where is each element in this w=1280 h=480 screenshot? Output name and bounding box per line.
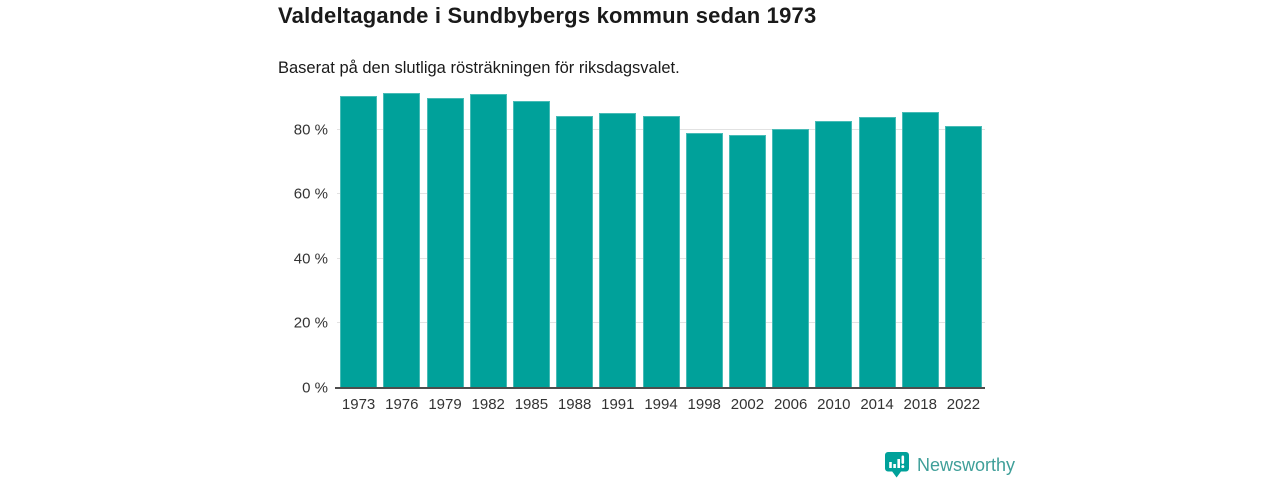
bar-1979: [426, 97, 464, 388]
bar-column-2018: [899, 65, 942, 388]
bar-column-1985: [510, 65, 553, 388]
bar-2006: [772, 128, 810, 388]
bar-2018: [901, 112, 939, 388]
bar-1982: [469, 94, 507, 388]
x-tick-label-1998: 1998: [687, 396, 721, 413]
x-tick-label-2002: 2002: [730, 396, 765, 413]
x-tick-label-2014: 2014: [860, 396, 894, 413]
y-tick-label-20: 20 %: [293, 314, 328, 332]
bar-1988: [556, 116, 594, 388]
bar-column-1998: [683, 65, 726, 388]
bar-column-1994: [639, 65, 682, 388]
bar-2010: [815, 121, 853, 388]
bar-column-1982: [467, 65, 510, 388]
x-tick-label-1973: 1973: [341, 396, 376, 413]
x-tick-label-2010: 2010: [817, 396, 851, 413]
newsworthy-logo-icon: [885, 452, 909, 478]
x-tick-label-1985: 1985: [514, 396, 549, 413]
bar-column-1988: [553, 65, 596, 388]
chart-subtitle: Baserat på den slutliga rösträkningen fö…: [278, 59, 680, 77]
x-tick-label-1988: 1988: [557, 396, 592, 413]
brand-logo: Newsworthy: [884, 451, 1015, 479]
bar-column-2002: [726, 65, 769, 388]
y-tick-label-40: 40 %: [293, 250, 328, 268]
bar-column-2010: [812, 65, 855, 388]
x-axis-line: [335, 387, 985, 389]
bar-1991: [599, 113, 637, 388]
brand-name: Newsworthy: [917, 454, 1016, 475]
bar-1998: [685, 132, 723, 388]
bar-column-1973: [337, 65, 380, 388]
bar-2014: [858, 116, 896, 388]
bar-series: [337, 65, 985, 388]
bar-1985: [512, 100, 550, 388]
bar-column-2022: [942, 65, 985, 388]
y-tick-label-0: 0 %: [302, 379, 328, 397]
bar-column-1979: [423, 65, 466, 388]
bar-1976: [383, 92, 421, 388]
x-tick-label-1994: 1994: [644, 396, 678, 413]
bar-column-2006: [769, 65, 812, 388]
x-tick-label-1979: 1979: [428, 396, 462, 413]
x-tick-label-1991: 1991: [601, 396, 635, 413]
plot-area: 0 % 20 % 40 % 60 % 80 %: [294, 65, 985, 397]
chart-title: Valdeltagande i Sundbybergs kommun sedan…: [278, 3, 817, 28]
y-tick-label-80: 80 %: [293, 121, 328, 139]
bar-1973: [340, 95, 378, 388]
bar-column-1991: [596, 65, 639, 388]
x-tick-label-2018: 2018: [903, 396, 937, 413]
x-tick-label-1982: 1982: [471, 396, 505, 413]
x-tick-label-2022: 2022: [946, 396, 981, 413]
bar-2022: [944, 126, 982, 388]
x-tick-label-2006: 2006: [773, 396, 808, 413]
bar-column-1976: [380, 65, 423, 388]
bar-2002: [728, 134, 766, 388]
x-axis-labels: 1973 1976 1979 1982 1985 1988 1991 1994 1998 2002…: [337, 396, 985, 413]
x-tick-label-1976: 1976: [385, 396, 419, 413]
bar-1994: [642, 115, 680, 388]
bar-column-2014: [855, 65, 898, 388]
y-tick-label-60: 60 %: [293, 185, 328, 203]
